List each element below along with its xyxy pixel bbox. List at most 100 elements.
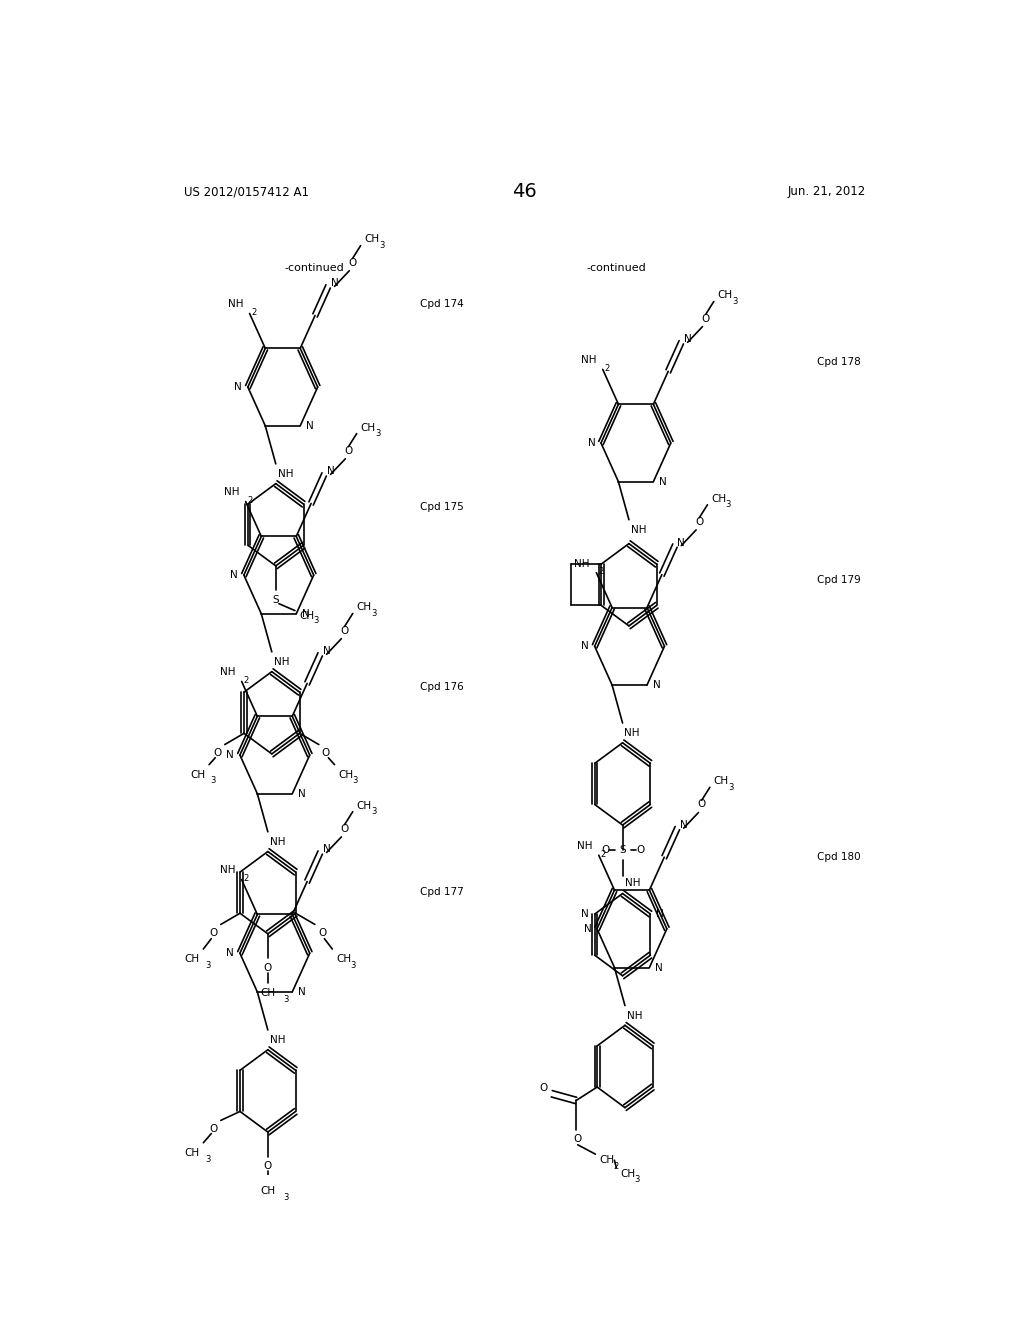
Text: S: S [620, 845, 626, 854]
Text: O: O [340, 824, 349, 834]
Text: O: O [695, 517, 703, 527]
Text: N: N [331, 279, 338, 288]
Text: N: N [226, 750, 234, 760]
Text: NH: NH [631, 525, 646, 535]
Text: S: S [272, 594, 280, 605]
Text: N: N [226, 948, 234, 958]
Text: 3: 3 [205, 1155, 210, 1163]
Text: N: N [298, 987, 306, 997]
Text: 3: 3 [205, 961, 210, 970]
Text: N: N [323, 845, 331, 854]
Text: O: O [340, 626, 349, 635]
Text: CH: CH [336, 954, 351, 964]
Text: NH: NH [574, 558, 590, 569]
Text: O: O [210, 928, 218, 937]
Text: CH: CH [190, 770, 205, 780]
Text: NH: NH [625, 878, 641, 887]
Text: 3: 3 [726, 500, 731, 510]
Text: CH: CH [356, 602, 372, 612]
Text: N: N [302, 609, 309, 619]
Text: N: N [234, 381, 243, 392]
Text: NH: NH [278, 469, 293, 479]
Text: 3: 3 [728, 783, 733, 792]
Text: O: O [540, 1082, 548, 1093]
Text: NH: NH [577, 841, 592, 851]
Text: 3: 3 [283, 995, 289, 1003]
Text: N: N [652, 680, 660, 690]
Text: 2: 2 [604, 364, 609, 372]
Text: Cpd 174: Cpd 174 [420, 298, 464, 309]
Text: N: N [306, 421, 313, 430]
Text: 3: 3 [283, 1193, 289, 1203]
Text: NH: NH [269, 1035, 285, 1045]
Text: CH: CH [184, 954, 200, 964]
Text: NH: NH [223, 487, 239, 498]
Text: 3: 3 [353, 776, 358, 785]
Text: CH: CH [184, 1148, 200, 1158]
Text: 3: 3 [379, 242, 384, 249]
Text: Cpd 179: Cpd 179 [817, 576, 860, 585]
Text: NH: NH [625, 729, 640, 738]
Text: N: N [684, 334, 691, 345]
Text: N: N [584, 924, 592, 933]
Text: N: N [582, 909, 589, 919]
Text: N: N [659, 477, 667, 487]
Text: 2: 2 [247, 496, 253, 506]
Text: CH: CH [718, 290, 733, 301]
Text: 3: 3 [375, 429, 380, 438]
Text: CH: CH [599, 1155, 614, 1166]
Text: 3: 3 [371, 808, 377, 816]
Text: 46: 46 [512, 182, 538, 202]
Text: N: N [588, 438, 595, 447]
Text: 3: 3 [732, 297, 737, 306]
Text: CH: CH [714, 776, 729, 787]
Text: -continued: -continued [586, 263, 646, 273]
Text: CH: CH [621, 1168, 636, 1179]
Text: O: O [210, 1123, 218, 1134]
Text: O: O [601, 845, 609, 854]
Text: Cpd 176: Cpd 176 [420, 682, 464, 692]
Text: N: N [298, 789, 306, 799]
Text: 3: 3 [211, 776, 216, 785]
Text: Cpd 178: Cpd 178 [817, 356, 860, 367]
Text: 2: 2 [613, 1162, 618, 1171]
Text: NH: NH [227, 300, 243, 309]
Text: CH: CH [356, 801, 372, 810]
Text: CH: CH [339, 770, 353, 780]
Text: 3: 3 [371, 609, 377, 618]
Text: CH: CH [299, 611, 314, 620]
Text: CH: CH [365, 235, 380, 244]
Text: 3: 3 [635, 1175, 640, 1184]
Text: US 2012/0157412 A1: US 2012/0157412 A1 [183, 185, 308, 198]
Text: N: N [327, 466, 335, 477]
Text: O: O [317, 928, 326, 937]
Text: O: O [264, 1160, 272, 1171]
Text: CH: CH [260, 989, 275, 998]
Text: NH: NH [219, 866, 236, 875]
Text: N: N [230, 570, 239, 579]
Text: O: O [214, 747, 222, 758]
Text: 2: 2 [244, 874, 249, 883]
Text: O: O [573, 1134, 582, 1143]
Text: Cpd 180: Cpd 180 [817, 851, 860, 862]
Text: 3: 3 [313, 616, 318, 626]
Text: NH: NH [273, 657, 289, 667]
Text: O: O [344, 446, 352, 455]
Text: N: N [323, 647, 331, 656]
Text: 2: 2 [251, 308, 256, 317]
Text: 2: 2 [598, 568, 603, 576]
Text: CH: CH [360, 422, 376, 433]
Text: O: O [264, 962, 272, 973]
Text: N: N [582, 642, 589, 651]
Text: NH: NH [269, 837, 285, 847]
Text: O: O [322, 747, 330, 758]
Text: NH: NH [219, 668, 236, 677]
Text: N: N [678, 537, 685, 548]
Text: Cpd 175: Cpd 175 [420, 502, 464, 512]
Text: N: N [656, 909, 664, 919]
Text: O: O [697, 800, 706, 809]
Text: CH: CH [712, 494, 727, 504]
Text: O: O [348, 257, 356, 268]
Text: Cpd 177: Cpd 177 [420, 887, 464, 898]
Text: NH: NH [627, 1011, 642, 1020]
